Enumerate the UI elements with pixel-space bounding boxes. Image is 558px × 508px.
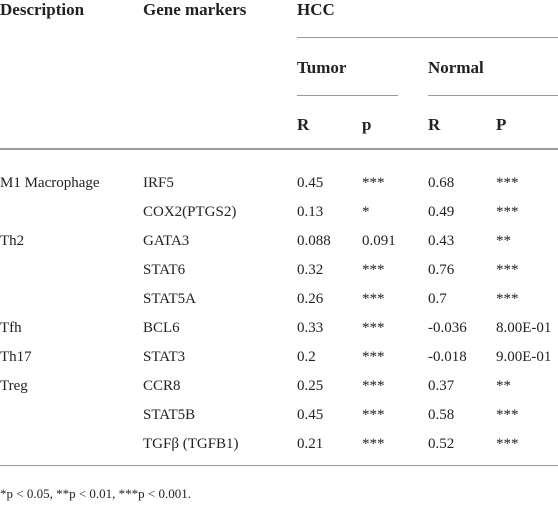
description-cell: Tfh [0, 320, 22, 336]
footnote: *p < 0.05, **p < 0.01, ***p < 0.001. [0, 486, 191, 501]
cell: *** [362, 407, 385, 423]
cell: 0.52 [428, 436, 455, 452]
cell: 0.25 [297, 378, 324, 394]
cell: 0.49 [428, 204, 455, 220]
cell: 0.68 [428, 175, 455, 191]
cell: *** [362, 320, 385, 336]
cell: *** [362, 349, 385, 365]
header-cell: Normal [428, 58, 484, 77]
rule [0, 148, 558, 150]
rule [297, 37, 558, 38]
cell: *** [362, 436, 385, 452]
cell: 8.00E-01 [496, 320, 552, 336]
cell: 0.32 [297, 262, 324, 278]
header-cell: HCC [297, 0, 335, 19]
header-cell: p [362, 115, 372, 134]
header-cell: P [496, 115, 507, 134]
cell: *** [362, 378, 385, 394]
description-cell: Th2 [0, 233, 25, 249]
cell: *** [362, 262, 385, 278]
cell: 0.33 [297, 320, 324, 336]
cell: 0.58 [428, 407, 455, 423]
cell: -0.018 [428, 349, 467, 365]
cell: *** [496, 204, 519, 220]
cell: *** [362, 175, 385, 191]
cell: 0.43 [428, 233, 455, 249]
rule [0, 465, 558, 466]
description-cell: M1 Macrophage [0, 175, 100, 191]
cell: STAT5A [143, 291, 196, 307]
cell: ** [496, 233, 511, 249]
cell: -0.036 [428, 320, 467, 336]
cell: STAT3 [143, 349, 186, 365]
cell: BCL6 [143, 320, 180, 336]
cell: TGFβ (TGFB1) [143, 436, 239, 452]
cell: STAT5B [143, 407, 196, 423]
header-cell: R [297, 115, 310, 134]
cell: *** [496, 262, 519, 278]
cell: *** [496, 436, 519, 452]
cell: *** [496, 407, 519, 423]
cell: *** [362, 291, 385, 307]
cell: IRF5 [143, 175, 174, 191]
cell: 0.45 [297, 407, 324, 423]
cell: 0.2 [297, 349, 316, 365]
cell: 0.45 [297, 175, 324, 191]
header-cell: Tumor [297, 58, 347, 77]
header-cell: Gene markers [143, 0, 247, 19]
cell: 0.13 [297, 204, 324, 220]
cell: *** [496, 291, 519, 307]
description-cell: Treg [0, 378, 28, 394]
cell: STAT6 [143, 262, 186, 278]
cell: 0.088 [297, 233, 331, 249]
cell: 0.7 [428, 291, 447, 307]
cell: 0.091 [362, 233, 396, 249]
cell: 0.21 [297, 436, 324, 452]
rule [428, 95, 558, 96]
cell: COX2(PTGS2) [143, 204, 237, 220]
description-cell: Th17 [0, 349, 32, 365]
cell: 0.26 [297, 291, 324, 307]
header-cell: Description [0, 0, 85, 19]
cell: 9.00E-01 [496, 349, 552, 365]
cell: 0.76 [428, 262, 455, 278]
cell: GATA3 [143, 233, 190, 249]
cell: *** [496, 175, 519, 191]
header-cell: R [428, 115, 441, 134]
cell: CCR8 [143, 378, 181, 394]
cell: ** [496, 378, 511, 394]
cell: 0.37 [428, 378, 455, 394]
cell: * [362, 204, 370, 220]
rule [297, 95, 398, 96]
